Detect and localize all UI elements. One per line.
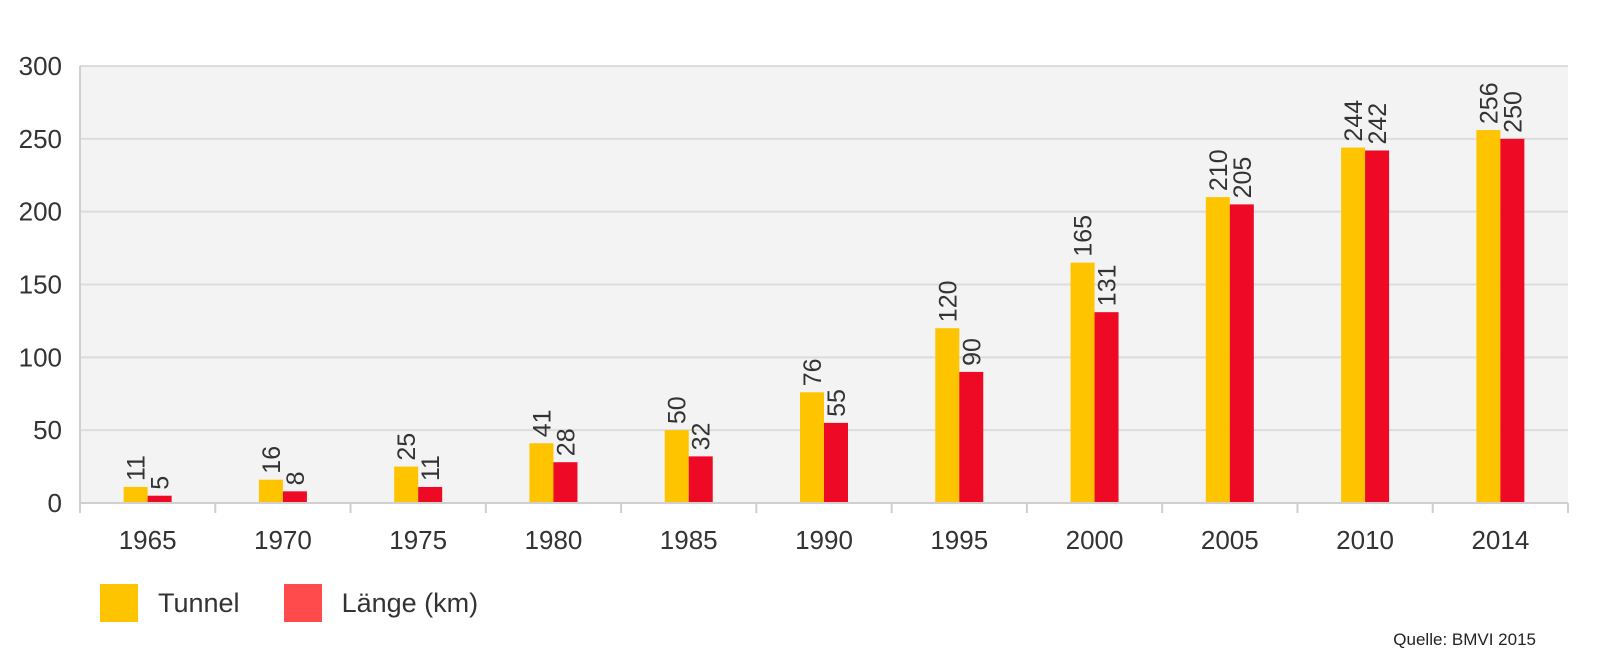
x-tick-label: 2005 (1201, 525, 1259, 555)
data-label-laenge: 250 (1499, 91, 1527, 133)
x-tick-label: 2000 (1066, 525, 1124, 555)
data-label-laenge: 8 (282, 471, 310, 485)
data-label-tunnel: 210 (1205, 149, 1233, 191)
x-tick-label: 1970 (254, 525, 312, 555)
bar-laenge (1500, 138, 1525, 504)
legend-item-tunnel: Tunnel (100, 584, 240, 622)
x-tick-label: 1990 (795, 525, 853, 555)
bar-tunnel (258, 479, 283, 503)
source-note: Quelle: BMVI 2015 (1393, 630, 1536, 649)
x-tick-label: 2010 (1336, 525, 1394, 555)
x-axis: 1965 1970 1975 1980 1985 1990 1995 2000 2005 2010… (79, 502, 1569, 555)
x-tick-label: 1965 (119, 525, 177, 555)
data-label-tunnel: 11 (123, 455, 151, 481)
legend-label-laenge: Länge (km) (341, 587, 479, 618)
data-label-tunnel: 256 (1475, 82, 1503, 124)
legend-label-tunnel: Tunnel (158, 587, 240, 618)
bar-tunnel (1205, 197, 1230, 503)
bar-tunnel (1341, 147, 1366, 503)
legend-swatch-laenge (283, 584, 322, 622)
x-tick-label: 1975 (389, 525, 447, 555)
data-label-tunnel: 25 (393, 433, 421, 461)
data-label-tunnel: 244 (1340, 100, 1368, 142)
data-label-laenge: 205 (1229, 157, 1257, 199)
bar-laenge (147, 495, 172, 503)
bar-tunnel (800, 392, 824, 503)
data-label-laenge: 242 (1364, 103, 1392, 145)
bar-laenge (1094, 312, 1119, 503)
data-label-laenge: 32 (688, 423, 716, 451)
bar-laenge (688, 456, 713, 503)
legend: Tunnel Länge (km) (100, 584, 522, 622)
data-label-tunnel: 41 (528, 409, 556, 437)
data-label-laenge: 55 (823, 389, 851, 417)
bar-tunnel (664, 430, 689, 503)
bar-laenge (824, 422, 848, 503)
x-tick-label: 2014 (1471, 525, 1529, 555)
bar-tunnel (123, 486, 148, 503)
data-label-laenge: 90 (958, 338, 986, 366)
y-tick-label: 200 (19, 197, 62, 227)
bar-tunnel (1476, 130, 1501, 504)
bar-laenge (1229, 204, 1254, 503)
y-tick-label: 150 (19, 270, 62, 300)
y-tick-label: 50 (33, 415, 62, 445)
bar-laenge (553, 462, 578, 503)
bar-laenge (418, 486, 443, 503)
data-label-tunnel: 165 (1070, 215, 1098, 257)
data-label-tunnel: 16 (258, 446, 286, 474)
bar-laenge (1365, 150, 1390, 503)
data-label-tunnel: 120 (934, 280, 962, 322)
x-tick-label: 1995 (930, 525, 988, 555)
bar-tunnel (1070, 262, 1095, 503)
y-tick-label: 100 (19, 342, 62, 372)
data-label-tunnel: 76 (799, 358, 827, 386)
data-label-tunnel: 50 (664, 396, 692, 424)
data-label-laenge: 5 (147, 476, 175, 490)
y-axis: 0 50 100 150 200 250 300 (19, 51, 81, 518)
data-label-laenge: 28 (552, 428, 580, 456)
legend-item-laenge: Länge (km) (283, 584, 479, 622)
x-tick-label: 1985 (660, 525, 718, 555)
legend-swatch-tunnel (100, 584, 138, 622)
y-tick-label: 0 (48, 488, 62, 518)
y-tick-label: 300 (19, 51, 62, 81)
y-tick-label: 250 (19, 124, 62, 154)
bar-tunnel (935, 328, 960, 503)
bar-tunnel (529, 443, 554, 503)
bar-tunnel (394, 466, 419, 503)
x-tick-label: 1980 (525, 525, 583, 555)
gridlines (80, 65, 1568, 432)
bar-laenge (959, 371, 984, 503)
bars: 1151682511412850327655120901651312102052… (123, 82, 1527, 504)
bar-laenge (282, 491, 307, 503)
data-label-laenge: 131 (1094, 264, 1122, 306)
data-label-laenge: 11 (417, 455, 445, 481)
